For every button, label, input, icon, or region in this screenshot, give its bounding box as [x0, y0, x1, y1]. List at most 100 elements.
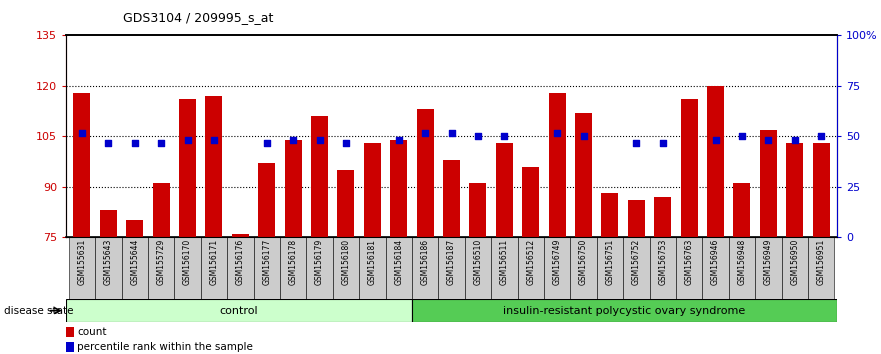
Text: GSM156179: GSM156179 — [315, 239, 324, 285]
Bar — [66, 342, 74, 353]
Point — [392, 137, 406, 143]
Text: percentile rank within the sample: percentile rank within the sample — [78, 342, 253, 352]
FancyBboxPatch shape — [702, 237, 729, 299]
Point — [576, 133, 590, 139]
Point — [708, 137, 722, 143]
FancyBboxPatch shape — [280, 237, 307, 299]
Bar — [628, 200, 645, 237]
Point — [260, 140, 274, 146]
FancyBboxPatch shape — [412, 299, 837, 322]
Text: GDS3104 / 209995_s_at: GDS3104 / 209995_s_at — [123, 11, 274, 24]
Point — [154, 140, 168, 146]
Bar — [654, 197, 671, 237]
Bar — [602, 193, 618, 237]
FancyBboxPatch shape — [386, 237, 412, 299]
Point — [497, 133, 511, 139]
FancyBboxPatch shape — [333, 237, 359, 299]
Point — [181, 137, 195, 143]
Bar — [311, 116, 328, 237]
Text: disease state: disease state — [4, 306, 74, 316]
Text: GSM156178: GSM156178 — [289, 239, 298, 285]
Bar — [258, 163, 275, 237]
Point — [788, 137, 802, 143]
Point — [286, 137, 300, 143]
Text: GSM156176: GSM156176 — [236, 239, 245, 285]
Text: GSM156186: GSM156186 — [420, 239, 430, 285]
Point — [550, 130, 564, 136]
Point — [418, 130, 433, 136]
Bar — [285, 140, 301, 237]
Bar — [66, 327, 74, 337]
Point — [75, 130, 89, 136]
Bar — [496, 143, 513, 237]
Text: count: count — [78, 327, 107, 337]
Text: GSM155631: GSM155631 — [78, 239, 86, 285]
Text: GSM156950: GSM156950 — [790, 239, 799, 285]
FancyBboxPatch shape — [596, 237, 623, 299]
Point — [629, 140, 643, 146]
Bar — [707, 86, 724, 237]
FancyBboxPatch shape — [464, 237, 491, 299]
Text: GSM156511: GSM156511 — [500, 239, 509, 285]
Text: GSM156181: GSM156181 — [367, 239, 377, 285]
Bar — [100, 210, 117, 237]
Text: GSM156171: GSM156171 — [210, 239, 218, 285]
FancyBboxPatch shape — [676, 237, 702, 299]
Text: GSM155729: GSM155729 — [157, 239, 166, 285]
Bar — [205, 96, 223, 237]
FancyBboxPatch shape — [95, 237, 122, 299]
Bar — [364, 143, 381, 237]
Point — [735, 133, 749, 139]
FancyBboxPatch shape — [544, 237, 570, 299]
Text: GSM156512: GSM156512 — [526, 239, 536, 285]
Point — [313, 137, 327, 143]
Text: GSM156751: GSM156751 — [605, 239, 614, 285]
Text: GSM156749: GSM156749 — [552, 239, 561, 285]
FancyBboxPatch shape — [570, 237, 596, 299]
FancyBboxPatch shape — [517, 237, 544, 299]
Bar — [759, 130, 777, 237]
Text: GSM156170: GSM156170 — [183, 239, 192, 285]
Text: GSM156187: GSM156187 — [447, 239, 456, 285]
Text: GSM156763: GSM156763 — [685, 239, 693, 285]
Point — [101, 140, 115, 146]
Text: insulin-resistant polycystic ovary syndrome: insulin-resistant polycystic ovary syndr… — [503, 306, 745, 316]
FancyBboxPatch shape — [808, 237, 834, 299]
Bar — [73, 93, 91, 237]
Bar — [126, 220, 144, 237]
Bar — [786, 143, 803, 237]
Text: GSM155643: GSM155643 — [104, 239, 113, 285]
Point — [814, 133, 828, 139]
FancyBboxPatch shape — [623, 237, 649, 299]
FancyBboxPatch shape — [781, 237, 808, 299]
Text: GSM156753: GSM156753 — [658, 239, 667, 285]
FancyBboxPatch shape — [491, 237, 517, 299]
FancyBboxPatch shape — [174, 237, 201, 299]
Text: GSM156184: GSM156184 — [394, 239, 403, 285]
FancyBboxPatch shape — [201, 237, 227, 299]
FancyBboxPatch shape — [439, 237, 464, 299]
FancyBboxPatch shape — [227, 237, 254, 299]
Bar — [575, 113, 592, 237]
Text: GSM156177: GSM156177 — [263, 239, 271, 285]
Bar — [443, 160, 460, 237]
Text: GSM156510: GSM156510 — [473, 239, 483, 285]
Point — [207, 137, 221, 143]
Bar — [232, 234, 249, 237]
Text: control: control — [219, 306, 258, 316]
Text: GSM156752: GSM156752 — [632, 239, 640, 285]
Point — [470, 133, 485, 139]
FancyBboxPatch shape — [359, 237, 386, 299]
FancyBboxPatch shape — [755, 237, 781, 299]
Text: GSM156946: GSM156946 — [711, 239, 720, 285]
FancyBboxPatch shape — [254, 237, 280, 299]
FancyBboxPatch shape — [122, 237, 148, 299]
Text: GSM155644: GSM155644 — [130, 239, 139, 285]
Point — [655, 140, 670, 146]
Bar — [390, 140, 407, 237]
FancyBboxPatch shape — [649, 237, 676, 299]
Point — [339, 140, 353, 146]
Bar — [680, 99, 698, 237]
Bar — [470, 183, 486, 237]
Bar — [152, 183, 170, 237]
